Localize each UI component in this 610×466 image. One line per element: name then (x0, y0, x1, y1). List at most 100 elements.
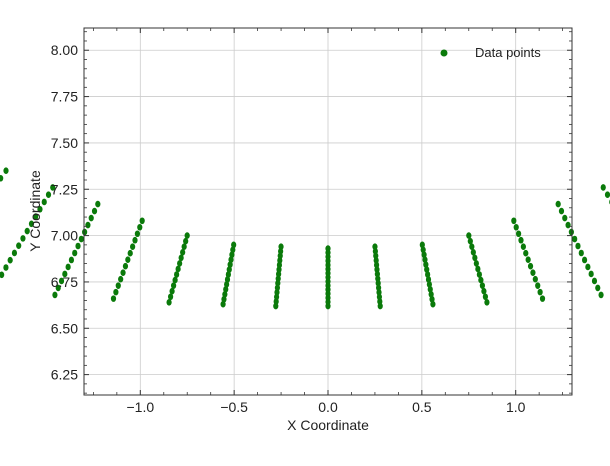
data-point (78, 235, 84, 243)
data-point (516, 230, 522, 238)
data-point (230, 246, 236, 254)
data-point (139, 217, 145, 225)
y-tick-label: 6.25 (51, 367, 78, 383)
y-tick-label: 6.50 (51, 320, 78, 336)
data-point (325, 245, 331, 252)
y-axis-title: Y Coordinate (27, 170, 43, 252)
data-point (166, 299, 172, 306)
data-point (127, 249, 133, 257)
data-point (16, 242, 22, 249)
data-point (178, 254, 184, 262)
data-point (229, 251, 235, 259)
data-point (598, 291, 604, 299)
data-point (180, 248, 186, 256)
data-point (228, 256, 234, 263)
data-point (578, 249, 584, 257)
data-point (523, 249, 529, 257)
data-point (424, 266, 430, 273)
data-point (224, 276, 231, 283)
x-tick-label: 0.5 (412, 399, 432, 415)
y-tick-labels: 6.25 6.50 6.75 7.00 7.25 7.50 7.75 8.00 (51, 42, 78, 382)
data-point (223, 286, 229, 293)
data-point (134, 230, 140, 238)
data-point (278, 243, 284, 251)
data-point (95, 200, 101, 208)
data-point (132, 236, 138, 244)
data-point (174, 271, 180, 278)
data-point (421, 251, 427, 259)
data-point (118, 275, 124, 283)
data-point (475, 265, 481, 273)
data-point (525, 256, 531, 263)
data-points (0, 167, 610, 310)
data-point (85, 221, 91, 229)
data-point (422, 256, 428, 263)
data-point (58, 277, 65, 285)
data-point (585, 263, 591, 271)
legend-label: Data points (475, 45, 541, 60)
data-point (224, 281, 230, 288)
data-point (222, 290, 228, 298)
data-point (221, 295, 227, 303)
data-point (482, 293, 489, 301)
x-tick-labels: −1.0 −0.5 0.0 0.5 1.0 (126, 399, 525, 415)
data-point (520, 243, 526, 251)
data-point (428, 290, 434, 298)
grid (84, 28, 572, 395)
x-tick-label: −0.5 (220, 399, 248, 415)
data-point (172, 276, 178, 284)
data-point (476, 271, 482, 278)
data-point (600, 184, 606, 191)
data-point (426, 281, 432, 288)
data-point (88, 214, 94, 222)
y-tick-label: 7.75 (51, 89, 78, 105)
y-tick-label: 8.00 (51, 42, 78, 58)
data-point (62, 270, 68, 278)
data-point (184, 232, 190, 239)
data-point (591, 277, 598, 285)
data-point (24, 227, 30, 235)
data-point (588, 270, 594, 278)
data-point (169, 287, 175, 295)
data-point (430, 300, 436, 308)
legend: Data points (440, 45, 541, 60)
data-point (110, 295, 117, 302)
data-point (537, 288, 543, 296)
y-tick-label: 6.75 (51, 274, 78, 290)
data-point (45, 191, 52, 198)
data-point (511, 217, 517, 225)
data-point (82, 228, 88, 236)
data-point (41, 198, 47, 206)
data-point (555, 200, 561, 208)
data-point (518, 236, 524, 244)
data-point (429, 295, 435, 303)
data-point (472, 254, 478, 262)
data-point (420, 246, 426, 254)
x-tick-label: 0.0 (318, 399, 338, 415)
data-point (530, 269, 536, 276)
y-tick-label: 7.50 (51, 135, 78, 151)
data-point (473, 260, 479, 267)
data-point (484, 299, 490, 306)
data-point (372, 243, 378, 251)
data-point (50, 184, 56, 191)
data-point (568, 228, 574, 236)
data-point (231, 241, 237, 249)
data-point (0, 174, 4, 182)
data-point (171, 282, 177, 289)
data-point (130, 243, 136, 251)
data-point (478, 276, 484, 284)
data-point (167, 293, 174, 301)
axis-ticks (84, 28, 572, 395)
data-point (575, 242, 581, 250)
x-tick-label: −1.0 (126, 399, 154, 415)
data-point (227, 261, 233, 268)
y-tick-label: 7.25 (51, 181, 78, 197)
y-tick-label: 7.00 (51, 228, 78, 244)
data-point (28, 220, 35, 228)
data-point (20, 235, 26, 242)
data-point (423, 261, 429, 268)
data-point (65, 263, 71, 271)
data-point (91, 207, 98, 215)
